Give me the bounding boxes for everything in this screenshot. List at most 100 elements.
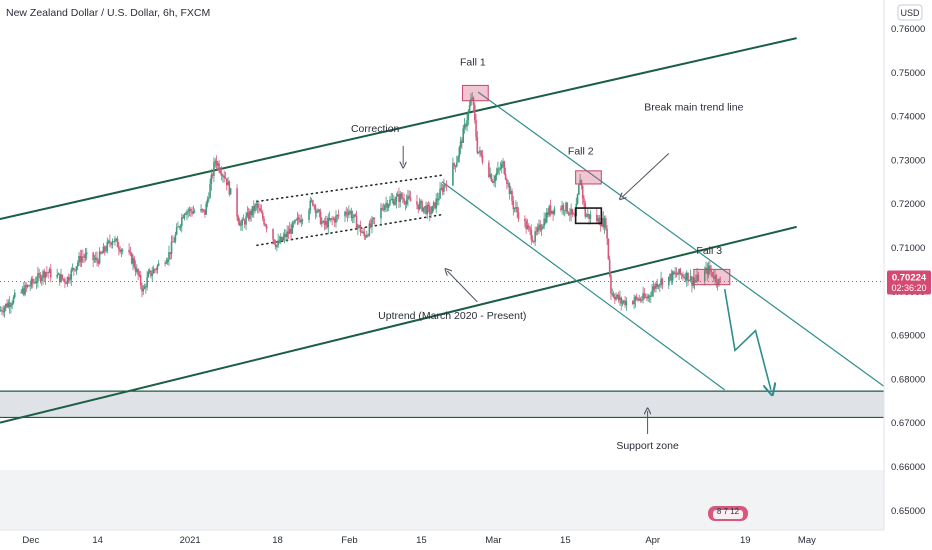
candle-body xyxy=(581,185,584,199)
candle-body xyxy=(381,207,384,210)
candle-body xyxy=(4,303,7,308)
candle-body xyxy=(542,226,544,229)
currency-badge-frame xyxy=(897,4,923,21)
candle-body xyxy=(566,202,569,213)
support-zone-layer xyxy=(0,280,884,419)
candle-body xyxy=(247,212,250,220)
candle-body xyxy=(718,278,720,285)
candle-body xyxy=(679,268,682,274)
annotation-label-5: Uptrend (March 2020 - Present) xyxy=(378,310,526,322)
candle-body xyxy=(386,202,389,208)
candle-body xyxy=(250,210,252,216)
candle-body xyxy=(464,124,467,127)
candle-body xyxy=(335,215,337,223)
candle-body xyxy=(369,223,372,227)
candle-body xyxy=(349,211,351,212)
candle-body xyxy=(210,174,213,185)
candle-body xyxy=(346,213,349,216)
candle-body xyxy=(243,220,246,225)
candle-body xyxy=(237,216,240,222)
candle-body xyxy=(281,236,283,240)
candle-body xyxy=(31,278,34,283)
candle-body xyxy=(120,249,123,252)
candle-body xyxy=(382,209,385,211)
candle-body xyxy=(360,232,363,233)
highlight-boxes-layer xyxy=(462,84,731,286)
candle-body xyxy=(584,203,587,217)
candle-body xyxy=(331,218,333,220)
candle-body xyxy=(213,162,215,176)
candle-body xyxy=(147,272,150,278)
candle-body xyxy=(638,298,641,301)
candle-body xyxy=(216,163,219,166)
candle-body xyxy=(101,253,103,254)
candle-body xyxy=(94,257,97,260)
candle-body xyxy=(201,209,204,210)
candle-body xyxy=(660,278,662,285)
candle-body xyxy=(164,263,166,265)
candle-body xyxy=(560,208,562,210)
candle-body xyxy=(669,273,671,277)
candle-body xyxy=(130,253,133,264)
candle-body xyxy=(513,208,516,210)
candle-body xyxy=(58,273,61,282)
price-axis[interactable]: 0.76000 0.75000 0.74000 0.73000 0.72000 0.710… xyxy=(891,24,925,517)
candle-body xyxy=(313,205,315,207)
correction-channel-lower xyxy=(256,213,443,247)
candle-body xyxy=(619,297,621,301)
candle-body xyxy=(715,275,718,283)
candle-body xyxy=(48,269,51,273)
candle-body xyxy=(661,278,664,286)
candle-body xyxy=(712,276,715,279)
candle-body xyxy=(475,119,477,138)
candle-body xyxy=(417,204,420,210)
candle-body xyxy=(279,236,282,243)
annotation-label-2: Fall 3 xyxy=(696,245,722,257)
descending-channel-lower xyxy=(441,181,726,391)
time-tick-label: Feb xyxy=(341,535,357,546)
candle-body xyxy=(76,262,79,267)
candle-body xyxy=(73,268,75,270)
upper-uptrend-line xyxy=(0,37,797,220)
candle-body xyxy=(490,174,493,182)
event-badge[interactable]: 8 7 12 xyxy=(708,506,748,521)
candle-body xyxy=(534,231,536,242)
time-axis[interactable]: Dec 14 2021 18 Feb 15 Mar 15 Apr 19 May xyxy=(22,535,816,546)
price-tick-label: 0.73000 xyxy=(891,155,925,166)
candle-body xyxy=(322,221,324,222)
candle-body xyxy=(265,225,268,230)
candle-body xyxy=(136,269,138,272)
currency-badge[interactable]: USD xyxy=(897,4,923,21)
candle-body xyxy=(42,271,44,278)
candle-body xyxy=(129,252,132,254)
candle-body xyxy=(506,179,508,184)
candle-body xyxy=(637,298,639,301)
candle-body xyxy=(256,203,259,208)
candle-body xyxy=(207,197,210,200)
candle-body xyxy=(694,280,697,282)
candle-body xyxy=(502,161,504,165)
candle-body xyxy=(170,241,173,254)
candle-body xyxy=(652,286,655,291)
candle-body xyxy=(608,259,611,276)
candle-body xyxy=(191,211,193,214)
candle-body xyxy=(174,234,177,242)
candle-body xyxy=(2,311,5,313)
candle-body xyxy=(276,245,278,248)
candle-body xyxy=(603,218,606,228)
candle-body xyxy=(22,288,25,295)
candle-body xyxy=(295,219,297,221)
candle-body xyxy=(0,309,2,311)
candle-body xyxy=(416,201,418,205)
last-price-countdown: 02:36:20 xyxy=(891,283,926,293)
candle-body xyxy=(251,206,254,216)
candle-body xyxy=(565,202,567,211)
candle-body xyxy=(364,236,367,238)
candle-body xyxy=(536,227,539,232)
candle-body xyxy=(46,272,48,273)
candle-body xyxy=(312,200,314,206)
candle-body xyxy=(439,188,441,199)
candle-body xyxy=(272,229,274,240)
candle-body xyxy=(540,228,543,231)
